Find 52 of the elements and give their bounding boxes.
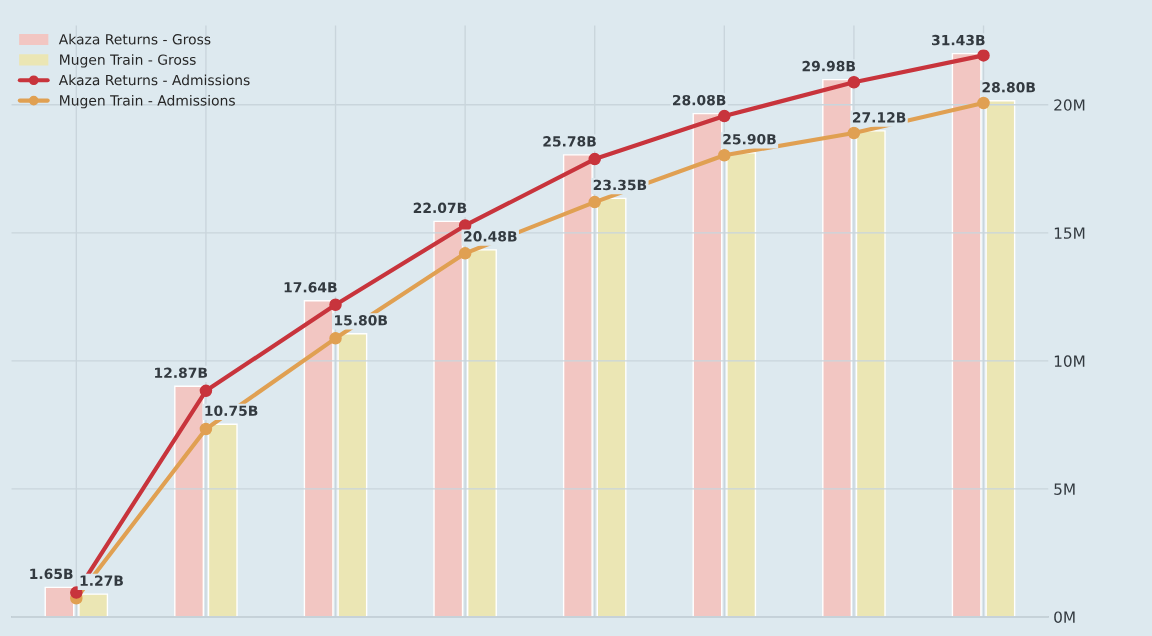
point: [588, 152, 601, 166]
data-label: 22.07B: [413, 202, 467, 214]
y2-tick-label: 10M: [1054, 355, 1085, 367]
point: [199, 422, 213, 436]
bar: [303, 300, 334, 617]
data-label: 15.80B: [335, 314, 387, 326]
data-label: 1.27B: [80, 575, 123, 586]
bar: [467, 249, 497, 617]
point: [847, 126, 861, 140]
point: [977, 49, 990, 62]
bar: [855, 130, 886, 617]
data-label: 25.90B: [723, 133, 776, 145]
data-label: 12.87B: [155, 367, 208, 379]
legend-label: Mugen Train - Gross: [60, 54, 196, 68]
bar: [337, 333, 368, 617]
data-label: 28.08B: [672, 94, 726, 106]
data-label: 28.80B: [982, 81, 1035, 93]
point: [329, 332, 342, 345]
data-label: 31.43B: [932, 34, 985, 46]
y2-tick-label: 0M: [1054, 611, 1075, 623]
point: [588, 195, 601, 209]
data-label: 17.64B: [284, 282, 337, 293]
data-label: 27.12B: [852, 112, 906, 123]
y2-tick-label: 5M: [1054, 483, 1075, 495]
legend-label: Akaza Returns - Gross: [58, 33, 211, 45]
data-label: 10.75B: [205, 405, 258, 416]
bar: [174, 385, 205, 617]
point: [718, 149, 731, 162]
y2-tick-label: 15M: [1054, 227, 1085, 239]
point: [458, 247, 472, 260]
bar: [562, 154, 593, 617]
data-label: 1.65B: [30, 568, 73, 580]
bar: [207, 423, 238, 617]
legend-label: Akaza Returns - Admissions: [58, 74, 250, 86]
data-label: 29.98B: [802, 60, 856, 72]
bar: [726, 152, 757, 617]
data-label: 23.35B: [593, 179, 647, 191]
bar: [822, 78, 853, 617]
point: [329, 298, 342, 312]
bar: [433, 220, 464, 617]
point: [977, 96, 990, 110]
bar: [985, 100, 1016, 617]
data-label: 20.48B: [464, 231, 517, 242]
point: [199, 384, 213, 398]
point: [718, 109, 731, 123]
point: [847, 76, 861, 89]
data-label: 25.78B: [543, 136, 596, 147]
legend-label: Mugen Train - Admissions: [60, 94, 235, 109]
y2-tick-label: 20M: [1054, 99, 1085, 111]
point: [70, 586, 83, 599]
bar: [78, 593, 109, 617]
bar: [951, 52, 982, 617]
